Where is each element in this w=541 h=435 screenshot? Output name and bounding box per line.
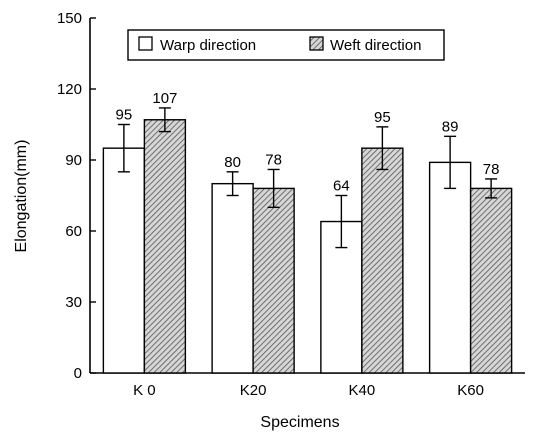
error-bars [117,107,498,249]
legend-frame [127,29,445,61]
y-tick-label: 90 [65,152,82,169]
y-tick-label: 120 [57,81,82,98]
legend-label-weft: Weft direction [330,37,421,54]
data-label: 95 [116,107,133,124]
legend: Warp direction Weft direction [127,29,445,61]
bar-weft [143,119,187,374]
legend-swatch-weft [309,36,324,51]
x-tick-label: K60 [457,382,484,399]
y-tick-label: 60 [65,223,82,240]
bar-warp [211,182,254,374]
x-tick-label: K 0 [133,382,156,399]
bar-weft [361,147,404,374]
data-label: 89 [442,118,459,135]
bar-weft [469,187,513,374]
y-tick-label: 0 [74,365,82,382]
data-label: 78 [483,161,500,178]
legend-label-warp: Warp direction [160,37,256,54]
data-label: 78 [265,151,282,168]
x-axis-title: Specimens [260,414,339,431]
bar-warp [102,147,146,374]
data-label: 95 [374,109,391,126]
x-tick-label: K40 [349,382,376,399]
bars [102,119,513,374]
y-axis-title: Elongation(mm) [13,140,30,253]
y-tick-label: 150 [57,10,82,27]
data-labels: 95 80 64 89 107 78 95 78 [116,90,500,195]
x-tick-label: K20 [240,382,267,399]
y-tick-label: 30 [65,294,82,311]
data-label: 80 [224,154,241,171]
bar-weft [252,187,295,374]
data-label: 107 [152,90,177,107]
bar-warp [428,161,472,374]
legend-swatch-warp [138,36,153,51]
data-label: 64 [333,178,350,195]
